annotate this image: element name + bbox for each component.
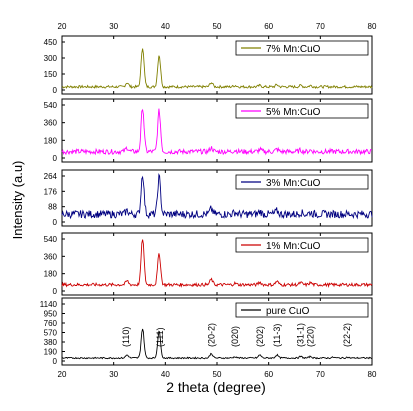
legend-box xyxy=(235,174,369,190)
y-tick-label: 540 xyxy=(44,101,58,110)
legend-label: 5% Mn:CuO xyxy=(266,107,321,118)
x-tick-label: 40 xyxy=(161,370,170,379)
hkl-annotation: (11-3) xyxy=(272,324,282,347)
hkl-annotation: (20-2) xyxy=(206,323,216,347)
y-tick-label: 380 xyxy=(44,338,58,347)
y-tick-label: 180 xyxy=(44,270,58,279)
hkl-annotation: (31-1) xyxy=(296,323,306,347)
y-axis-label: Intensity (a.u) xyxy=(10,161,25,240)
legend-label: 7% Mn:CuO xyxy=(266,44,321,55)
y-tick-label: 0 xyxy=(53,86,58,95)
x-tick-label: 70 xyxy=(316,370,325,379)
legend-label: pure CuO xyxy=(266,306,310,317)
series-line-1 xyxy=(61,108,373,156)
y-tick-label: 264 xyxy=(44,172,58,181)
hkl-annotation: (220) xyxy=(306,326,316,347)
x-axis-label: 2 theta (degree) xyxy=(166,379,266,395)
y-tick-label: 760 xyxy=(44,319,58,328)
series-line-0 xyxy=(61,48,373,90)
hkl-annotation: (111) xyxy=(155,327,165,347)
hkl-annotation: (110) xyxy=(121,327,131,347)
y-tick-label: 300 xyxy=(44,54,58,63)
top-x-tick-label: 30 xyxy=(109,22,118,31)
hkl-annotation: (020) xyxy=(230,326,240,347)
x-tick-label: 30 xyxy=(109,370,118,379)
y-tick-label: 360 xyxy=(44,252,58,261)
y-tick-label: 540 xyxy=(44,235,58,244)
series-line-2 xyxy=(61,172,373,220)
x-tick-label: 60 xyxy=(264,370,273,379)
x-tick-label: 80 xyxy=(368,370,377,379)
y-tick-label: 180 xyxy=(44,136,58,145)
y-tick-label: 176 xyxy=(44,187,58,196)
y-tick-label: 450 xyxy=(44,38,58,47)
top-x-tick-label: 50 xyxy=(213,22,222,31)
top-x-tick-label: 20 xyxy=(58,22,67,31)
x-tick-label: 50 xyxy=(213,370,222,379)
y-tick-label: 0 xyxy=(53,287,58,296)
legend-box xyxy=(235,237,369,253)
y-tick-label: 0 xyxy=(53,218,58,227)
top-x-tick-label: 70 xyxy=(316,22,325,31)
hkl-annotation: (202) xyxy=(255,326,265,347)
top-x-tick-label: 40 xyxy=(161,22,170,31)
series-line-3 xyxy=(61,239,373,288)
series-line-4 xyxy=(61,328,373,360)
y-tick-label: 190 xyxy=(44,348,58,357)
y-tick-label: 0 xyxy=(53,357,58,366)
top-x-tick-label: 80 xyxy=(368,22,377,31)
top-x-tick-label: 60 xyxy=(264,22,273,31)
y-tick-label: 950 xyxy=(44,310,58,319)
y-tick-label: 570 xyxy=(44,329,58,338)
y-tick-label: 360 xyxy=(44,119,58,128)
y-tick-label: 0 xyxy=(53,154,58,163)
y-tick-label: 150 xyxy=(44,70,58,79)
legend-box xyxy=(235,40,369,56)
y-tick-label: 1140 xyxy=(40,300,58,309)
legend-box xyxy=(235,302,369,318)
legend-label: 1% Mn:CuO xyxy=(266,241,321,252)
y-tick-label: 88 xyxy=(48,203,57,212)
legend-box xyxy=(235,103,369,119)
legend-label: 3% Mn:CuO xyxy=(266,178,321,189)
hkl-annotation: (22-2) xyxy=(342,323,352,347)
x-tick-label: 20 xyxy=(58,370,67,379)
